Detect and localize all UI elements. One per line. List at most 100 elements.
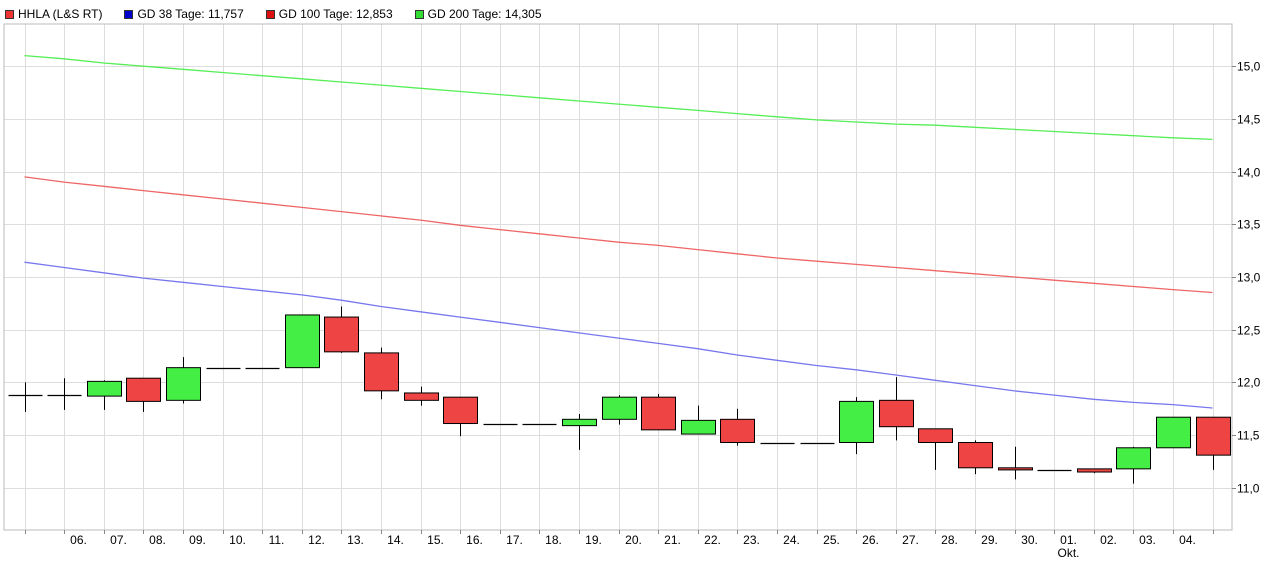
legend-item-gd100: GD 100 Tage: 12,853 <box>265 7 393 21</box>
x-tick-label: 06. <box>70 533 87 547</box>
candle <box>1037 469 1072 472</box>
candle <box>998 446 1033 480</box>
candle <box>681 405 716 435</box>
y-tick-label: 11,0 <box>1237 482 1260 496</box>
x-tick-label: 25. <box>823 533 840 547</box>
series-line-gd200 <box>24 54 1213 141</box>
candle <box>166 357 201 404</box>
x-tick-label: 08. <box>149 533 166 547</box>
candle-body <box>87 380 122 397</box>
y-axis: 11,0 11,5 12,0 12,5 13,0 13,5 14,0 14,5 15,0 <box>1232 60 1261 496</box>
candle-body <box>918 428 953 444</box>
candle <box>8 382 43 412</box>
x-tick-label: 11. <box>269 533 285 547</box>
y-tick-label: 13,0 <box>1237 271 1261 285</box>
candle-body <box>879 399 914 428</box>
candle <box>245 367 280 370</box>
legend-item-hhla: HHLA (L&S RT) <box>5 7 102 21</box>
x-tick-label: 07. <box>110 533 127 547</box>
x-tick-label: 10. <box>229 533 246 547</box>
candle <box>602 395 637 425</box>
candle-body <box>641 396 676 431</box>
moving-average-lines <box>24 54 1213 409</box>
x-axis: 06. 07. 08. 09. 10. 11. 12. 13. 14. 15. 16. 17. 18. 1… <box>25 530 1214 560</box>
candle-body <box>364 352 399 392</box>
candle <box>285 314 320 369</box>
candle <box>562 414 597 450</box>
candle-body <box>404 392 439 401</box>
candle-body <box>839 400 874 444</box>
candle <box>126 377 161 412</box>
legend: HHLA (L&S RT) GD 38 Tage: 11,757 GD 100 … <box>5 6 564 22</box>
candle <box>641 394 676 431</box>
candle <box>1196 416 1231 470</box>
candle <box>483 423 518 426</box>
candle-body <box>720 418 755 444</box>
candle-body <box>126 377 161 402</box>
legend-swatch-gd100 <box>265 9 275 19</box>
candle <box>839 397 874 455</box>
x-tick-label: 20. <box>625 533 642 547</box>
x-tick-label: 28. <box>941 533 958 547</box>
x-tick-label: 14. <box>387 533 404 547</box>
x-tick-label: 23. <box>743 533 760 547</box>
candle-body <box>324 316 359 353</box>
x-tick-label: 21. <box>664 533 681 547</box>
x-tick-label: 15. <box>427 533 444 547</box>
x-tick-label: 16. <box>466 533 483 547</box>
candle-body <box>681 419 716 435</box>
candle-body <box>958 442 993 469</box>
x-tick-label: 19. <box>585 533 602 547</box>
candle <box>879 377 914 441</box>
y-tick-label: 12,5 <box>1237 324 1261 338</box>
candle <box>720 408 755 446</box>
candle <box>87 380 122 410</box>
candle <box>800 442 835 445</box>
y-tick-label: 14,0 <box>1237 166 1261 180</box>
candles <box>8 306 1231 484</box>
y-tick-label: 15,0 <box>1237 60 1261 74</box>
candle-body <box>1116 447 1151 470</box>
candle-body <box>1156 416 1191 449</box>
candle <box>522 423 557 426</box>
candle <box>760 442 795 445</box>
candle-body <box>1077 468 1112 473</box>
legend-swatch-gd38 <box>124 9 134 19</box>
legend-label-gd100: GD 100 Tage: 12,853 <box>278 7 393 21</box>
candle-body <box>443 396 478 425</box>
candle <box>324 306 359 353</box>
legend-swatch-gd200 <box>414 9 424 19</box>
candle <box>364 347 399 400</box>
x-tick-label: 17. <box>506 533 523 547</box>
legend-label-gd38: GD 38 Tage: 11,757 <box>137 7 244 21</box>
x-tick-label: 01. <box>1060 533 1077 547</box>
legend-item-gd38: GD 38 Tage: 11,757 <box>124 7 244 21</box>
x-tick-label: 13. <box>347 533 364 547</box>
candle <box>1077 468 1112 474</box>
y-tick-label: 11,5 <box>1237 429 1260 443</box>
x-tick-label: 24. <box>783 533 800 547</box>
candle <box>47 378 82 410</box>
candle <box>206 367 241 370</box>
y-tick-label: 13,5 <box>1237 218 1261 232</box>
series-line-gd100 <box>24 176 1213 294</box>
candle <box>443 396 478 437</box>
x-tick-label: 03. <box>1139 533 1156 547</box>
x-tick-label: 18. <box>545 533 562 547</box>
candle <box>918 428 953 470</box>
x-tick-label: 12. <box>308 533 325 547</box>
legend-label-gd200: GD 200 Tage: 14,305 <box>427 7 542 21</box>
x-tick-label: 29. <box>981 533 998 547</box>
x-tick-label: 27. <box>902 533 919 547</box>
legend-label-hhla: HHLA (L&S RT) <box>18 7 103 21</box>
x-tick-label: 30. <box>1021 533 1038 547</box>
legend-swatch-hhla <box>5 9 14 19</box>
candle-body <box>166 367 201 401</box>
x-tick-label: 02. <box>1100 533 1117 547</box>
candle-body <box>1196 416 1231 456</box>
candle-body <box>285 314 320 369</box>
y-tick-label: 14,5 <box>1237 113 1261 127</box>
x-tick-label: 22. <box>704 533 721 547</box>
candle <box>958 440 993 475</box>
